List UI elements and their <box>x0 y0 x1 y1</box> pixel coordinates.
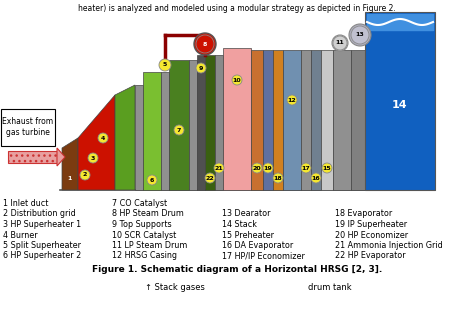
Text: 19: 19 <box>264 166 273 170</box>
Bar <box>169 60 189 190</box>
Circle shape <box>332 35 348 51</box>
Text: 16 DA Evaporator: 16 DA Evaporator <box>222 241 293 250</box>
Circle shape <box>287 95 297 105</box>
Bar <box>283 50 301 190</box>
Bar <box>189 60 197 190</box>
Text: 4: 4 <box>101 136 105 141</box>
Circle shape <box>80 170 90 180</box>
Bar <box>365 12 435 190</box>
Polygon shape <box>8 151 57 163</box>
Polygon shape <box>78 95 115 190</box>
Bar <box>223 48 251 190</box>
Text: 6 HP Superheater 2: 6 HP Superheater 2 <box>3 251 81 260</box>
Circle shape <box>252 163 262 173</box>
Bar <box>301 50 311 190</box>
Text: 12: 12 <box>288 98 296 103</box>
Polygon shape <box>57 148 65 166</box>
Circle shape <box>196 35 214 53</box>
Bar <box>143 72 161 190</box>
Text: 3: 3 <box>91 156 95 161</box>
Circle shape <box>232 75 242 85</box>
Circle shape <box>194 33 216 55</box>
Text: 1: 1 <box>68 175 72 180</box>
Circle shape <box>333 36 347 50</box>
Bar <box>321 50 333 190</box>
Circle shape <box>311 173 321 183</box>
Circle shape <box>196 63 206 73</box>
Circle shape <box>159 59 171 71</box>
Text: 5: 5 <box>163 63 167 68</box>
Bar <box>215 55 223 190</box>
Bar <box>351 50 365 190</box>
Text: 9: 9 <box>199 66 203 71</box>
Text: 19 IP Superheater: 19 IP Superheater <box>335 220 407 229</box>
Bar <box>251 50 263 190</box>
Text: 6: 6 <box>150 177 154 182</box>
Bar <box>197 55 205 190</box>
Bar <box>273 50 283 190</box>
Text: 4 Burner: 4 Burner <box>3 230 37 239</box>
Text: 5 Split Superheater: 5 Split Superheater <box>3 241 81 250</box>
Circle shape <box>214 163 224 173</box>
Polygon shape <box>62 138 78 190</box>
Bar <box>205 55 215 190</box>
Text: 3 HP Superheater 1: 3 HP Superheater 1 <box>3 220 81 229</box>
Text: 13: 13 <box>356 33 365 38</box>
Text: drum tank: drum tank <box>308 283 352 292</box>
Text: 15: 15 <box>323 166 331 170</box>
Text: 10: 10 <box>233 78 241 83</box>
Text: 7 CO Catalyst: 7 CO Catalyst <box>112 199 167 208</box>
Circle shape <box>174 125 184 135</box>
Circle shape <box>88 153 98 163</box>
FancyBboxPatch shape <box>1 109 55 146</box>
Text: 14 Stack: 14 Stack <box>222 220 257 229</box>
Text: 13 Dearator: 13 Dearator <box>222 209 271 218</box>
Text: 12 HRSG Casing: 12 HRSG Casing <box>112 251 177 260</box>
Text: 11: 11 <box>336 41 345 46</box>
Circle shape <box>301 163 311 173</box>
Circle shape <box>349 24 371 46</box>
Text: heater) is analyzed and modeled using a modular strategy as depicted in Figure 2: heater) is analyzed and modeled using a … <box>78 4 396 13</box>
Text: 14: 14 <box>392 100 408 110</box>
Text: 17: 17 <box>301 166 310 170</box>
Circle shape <box>351 26 369 44</box>
Text: 8: 8 <box>203 42 207 47</box>
Text: 10 SCR Catalyst: 10 SCR Catalyst <box>112 230 176 239</box>
Text: 11 LP Steam Drum: 11 LP Steam Drum <box>112 241 187 250</box>
Bar <box>333 50 351 190</box>
Text: 16: 16 <box>311 175 320 180</box>
Circle shape <box>147 175 157 185</box>
Text: Exhaust from
gas turbine: Exhaust from gas turbine <box>2 117 54 137</box>
Text: 15 Preheater: 15 Preheater <box>222 230 274 239</box>
Text: 22: 22 <box>206 175 214 180</box>
Text: 17 HP/IP Economizer: 17 HP/IP Economizer <box>222 251 305 260</box>
Text: 20 HP Economizer: 20 HP Economizer <box>335 230 408 239</box>
Bar <box>135 85 143 190</box>
Polygon shape <box>115 85 135 190</box>
Text: 1 Inlet duct: 1 Inlet duct <box>3 199 48 208</box>
Bar <box>161 72 169 190</box>
Text: Figure 1. Schematic diagram of a Horizontal HRSG [2, 3].: Figure 1. Schematic diagram of a Horizon… <box>92 265 382 274</box>
Circle shape <box>98 133 108 143</box>
Text: 21: 21 <box>215 166 223 170</box>
Text: 18 Evaporator: 18 Evaporator <box>335 209 392 218</box>
Text: 2 Distribution grid: 2 Distribution grid <box>3 209 76 218</box>
Text: 18: 18 <box>273 175 283 180</box>
Text: 20: 20 <box>253 166 261 170</box>
Bar <box>263 50 273 190</box>
Text: 2: 2 <box>83 172 87 177</box>
Text: ↑ Stack gases: ↑ Stack gases <box>145 283 205 292</box>
Text: 8 HP Steam Drum: 8 HP Steam Drum <box>112 209 184 218</box>
Circle shape <box>322 163 332 173</box>
Circle shape <box>273 173 283 183</box>
Text: 21 Ammonia Injection Grid: 21 Ammonia Injection Grid <box>335 241 443 250</box>
Text: 9 Top Supports: 9 Top Supports <box>112 220 172 229</box>
Bar <box>311 50 321 190</box>
Text: 7: 7 <box>177 128 181 133</box>
Circle shape <box>263 163 273 173</box>
Circle shape <box>205 173 215 183</box>
Text: 22 HP Evaporator: 22 HP Evaporator <box>335 251 406 260</box>
